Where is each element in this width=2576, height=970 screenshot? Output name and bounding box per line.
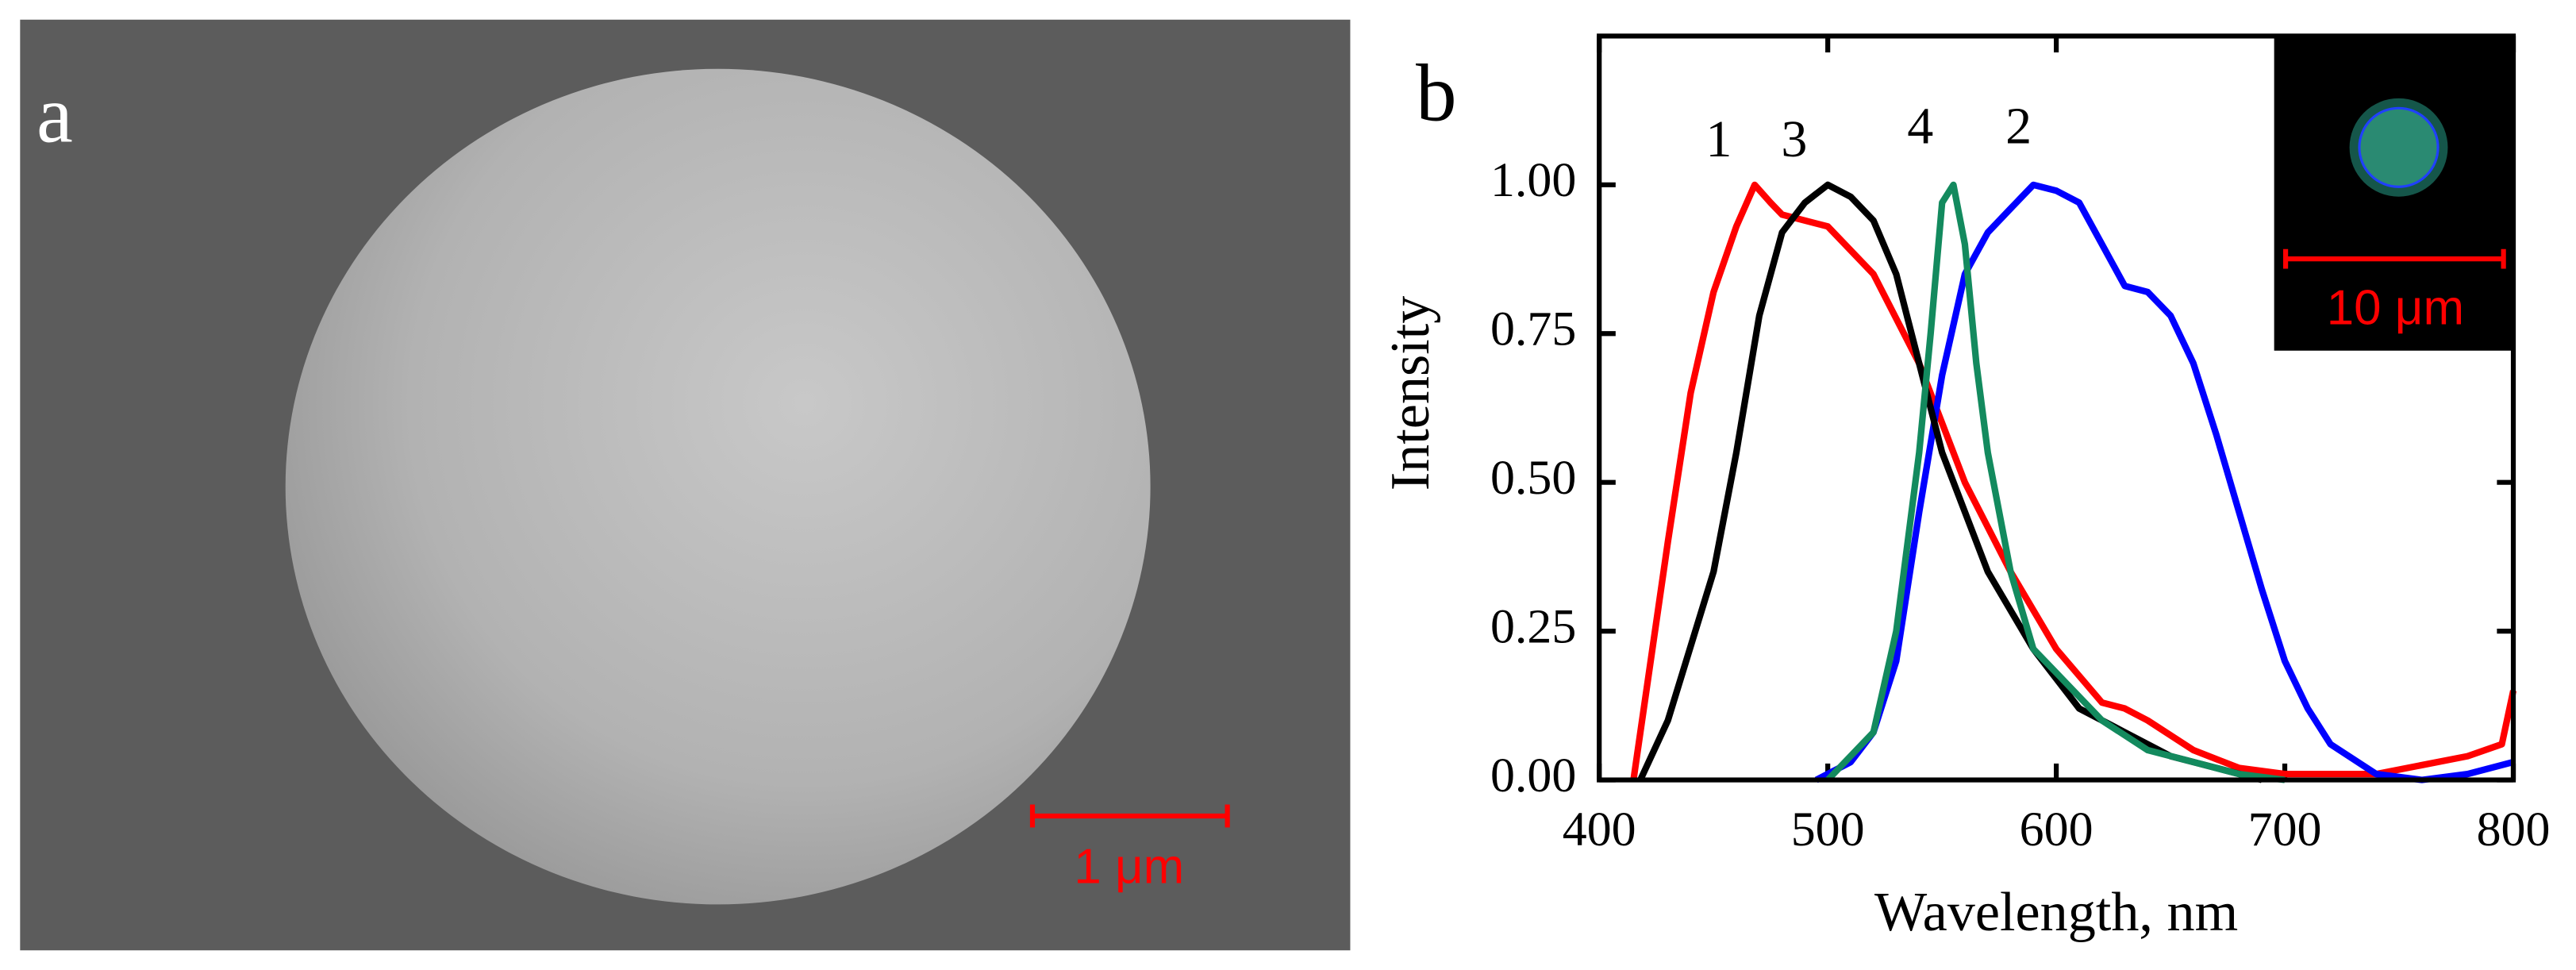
series-line <box>1825 181 2286 783</box>
y-axis-label: Intensity <box>1379 296 1441 491</box>
panel-label: a <box>37 70 73 160</box>
microsphere <box>285 68 1151 905</box>
y-tick-label: 0.75 <box>1490 302 1576 356</box>
x-tick-label: 800 <box>2477 803 2551 856</box>
inset-scale-label: 10 μm <box>2327 281 2464 336</box>
series-label: 4 <box>1907 97 1933 155</box>
scale-bar-label: 1 μm <box>1074 839 1184 894</box>
x-tick-label: 700 <box>2248 803 2322 856</box>
y-tick-label: 0.50 <box>1490 451 1576 505</box>
series-line <box>1814 181 2515 783</box>
panel-label: b <box>1416 48 1457 139</box>
series-label: 1 <box>1705 110 1732 168</box>
x-tick-label: 500 <box>1791 803 1865 856</box>
y-tick-label: 0.25 <box>1490 599 1576 653</box>
plot-frame <box>1597 33 2516 783</box>
series-label: 3 <box>1781 110 1807 168</box>
series-line <box>1637 181 2263 783</box>
series-line <box>1630 181 2517 781</box>
y-tick-label: 1.00 <box>1490 153 1576 207</box>
y-tick-label: 0.00 <box>1490 749 1576 803</box>
inset-sphere <box>2358 106 2440 188</box>
x-tick-label: 400 <box>1563 803 1636 856</box>
series-label: 2 <box>2005 97 2032 155</box>
x-axis-label: Wavelength, nm <box>1874 881 2238 943</box>
x-tick-label: 600 <box>2020 803 2093 856</box>
